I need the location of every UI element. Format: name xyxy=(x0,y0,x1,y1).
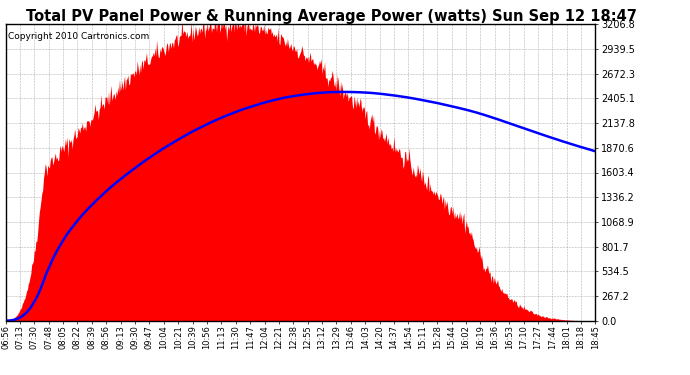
Text: Copyright 2010 Cartronics.com: Copyright 2010 Cartronics.com xyxy=(8,32,150,41)
Text: Total PV Panel Power & Running Average Power (watts) Sun Sep 12 18:47: Total PV Panel Power & Running Average P… xyxy=(26,9,637,24)
